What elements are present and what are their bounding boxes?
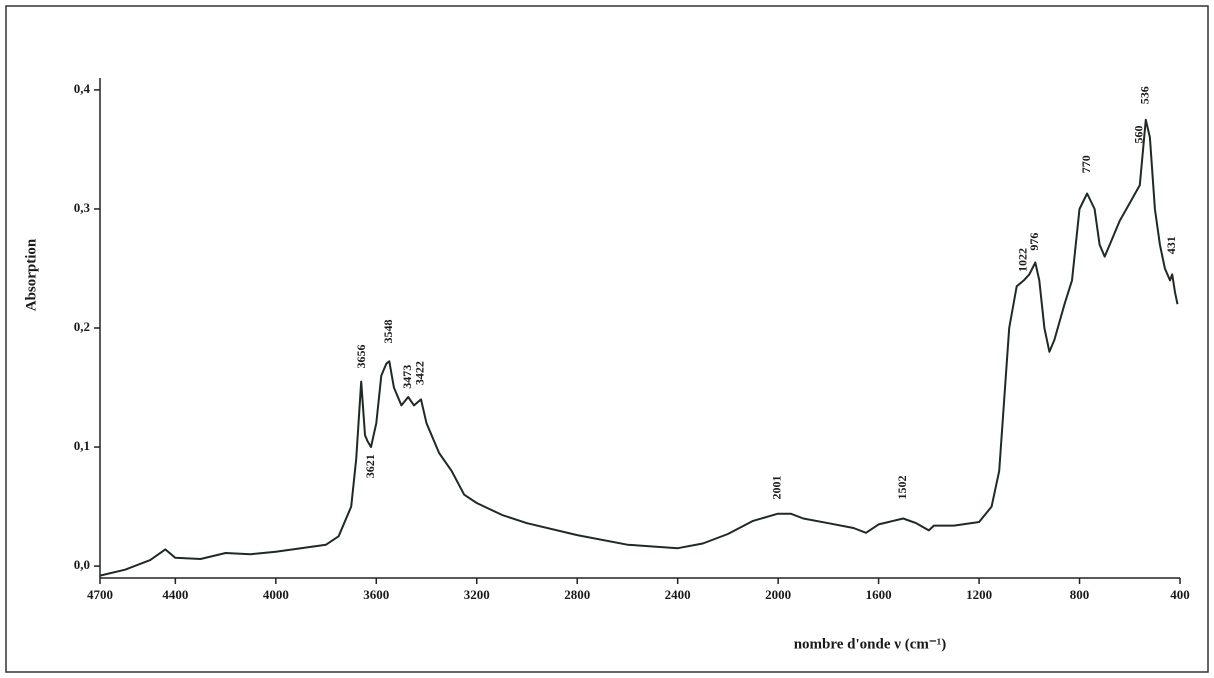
frame xyxy=(5,5,1209,673)
peak-label: 3473 xyxy=(400,365,414,389)
peak-label: 431 xyxy=(1164,236,1178,254)
x-tick-label: 400 xyxy=(1170,587,1190,602)
x-axis-label: nombre d'onde ν (cm⁻¹) xyxy=(794,636,947,652)
peak-label: 3656 xyxy=(354,344,368,368)
peak-label: 3621 xyxy=(363,454,377,478)
peak-label: 560 xyxy=(1132,125,1146,143)
peak-label: 976 xyxy=(1027,233,1041,251)
x-tick-label: 2400 xyxy=(665,587,691,602)
y-tick-label: 0,0 xyxy=(74,557,90,572)
x-tick-label: 4000 xyxy=(263,587,289,602)
x-tick-label: 800 xyxy=(1070,587,1090,602)
y-tick-label: 0,2 xyxy=(74,319,90,334)
x-tick-label: 1200 xyxy=(966,587,992,602)
peak-label: 536 xyxy=(1138,86,1152,104)
y-tick-label: 0,4 xyxy=(74,81,91,96)
peak-label: 3422 xyxy=(413,361,427,385)
y-axis-label: Absorption xyxy=(23,238,39,311)
x-tick-label: 4700 xyxy=(87,587,113,602)
y-tick-label: 0,1 xyxy=(74,438,90,453)
y-tick-label: 0,3 xyxy=(74,200,91,215)
x-tick-label: 4400 xyxy=(162,587,188,602)
spectrum-line xyxy=(99,118,1179,577)
x-tick-label: 3600 xyxy=(363,587,389,602)
x-tick-label: 3200 xyxy=(464,587,490,602)
peak-label: 3548 xyxy=(381,319,395,343)
peak-label: 1502 xyxy=(895,475,909,499)
peak-label: 2001 xyxy=(770,475,784,499)
x-tick-label: 2000 xyxy=(765,587,791,602)
x-tick-label: 2800 xyxy=(564,587,590,602)
peak-label: 770 xyxy=(1079,155,1093,173)
peak-label: 1022 xyxy=(1016,248,1030,272)
x-tick-label: 1600 xyxy=(866,587,892,602)
